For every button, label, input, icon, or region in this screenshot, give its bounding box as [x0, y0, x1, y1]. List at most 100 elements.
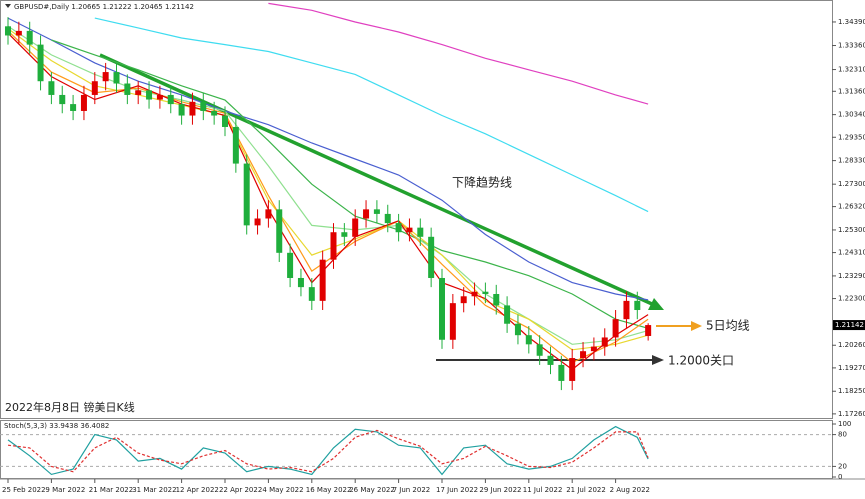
x-tick-label: 25 Feb 2022 [2, 486, 46, 494]
candle-body [319, 259, 326, 301]
x-tick-label: 22 Apr 2022 [219, 486, 262, 494]
x-tick-label: 4 May 2022 [262, 486, 303, 494]
y-tick-label: 1.29350 [838, 133, 865, 141]
y-tick-label: 1.24310 [838, 249, 865, 257]
candle-body [308, 287, 315, 301]
candle-body [124, 83, 131, 95]
x-tick-label: 7 Jun 2022 [393, 486, 431, 494]
x-tick-label: 2 Aug 2022 [610, 486, 650, 494]
candle-body [449, 303, 456, 340]
candle-body [254, 218, 261, 226]
candle-body [514, 323, 521, 336]
candle-body [395, 223, 402, 233]
y-tick-label: 1.26320 [838, 203, 865, 211]
candle-body [547, 355, 554, 365]
y-tick-label: 1.34390 [838, 18, 865, 26]
candle-body [590, 346, 597, 352]
candle-body [243, 163, 250, 226]
candle-body [352, 218, 359, 237]
candle-body [287, 252, 294, 278]
candle-body [612, 319, 619, 338]
indicator-line [268, 2, 649, 105]
x-tick-label: 31 Mar 2022 [132, 486, 176, 494]
price-marker [833, 320, 865, 331]
y-tick-label: 1.20260 [838, 341, 865, 349]
candle-body [645, 325, 652, 336]
x-tick-label: 21 Mar 2022 [89, 486, 133, 494]
y-tick-label: 1.19270 [838, 364, 865, 372]
candle-body [417, 227, 424, 237]
y-tick-label: 20 [838, 462, 847, 470]
candle-body [80, 94, 87, 111]
candle-body [558, 364, 565, 381]
y-tick-label: 1.31360 [838, 87, 865, 95]
chart-title: 2022年8月8日 镑美日K线 [5, 400, 135, 414]
candle-body [623, 300, 630, 320]
candle-body [601, 337, 608, 347]
candle-body [265, 209, 272, 219]
stoch-title: Stoch(5,3,3) 33.9438 36.4082 [4, 422, 109, 430]
candle-body [211, 110, 218, 116]
candle-body [634, 300, 641, 311]
indicator-line [7, 425, 649, 476]
y-tick-label: 1.28330 [838, 157, 865, 165]
y-tick-label: 1.25300 [838, 226, 865, 234]
y-tick-label: 1.27300 [838, 180, 865, 188]
y-tick-label: 0 [838, 473, 842, 481]
candle-body [135, 90, 142, 95]
x-tick-label: 9 Mar 2022 [45, 486, 85, 494]
indicator-line [7, 429, 649, 473]
candle-body [102, 72, 109, 82]
candle-body [59, 94, 66, 105]
y-tick-label: 1.30340 [838, 111, 865, 119]
candle-body [200, 101, 207, 111]
y-tick-label: 1.22300 [838, 295, 865, 303]
candle-body [91, 81, 98, 95]
candle-body [189, 101, 196, 116]
candle-body [471, 291, 478, 297]
y-tick-label: 1.23290 [838, 272, 865, 280]
candle-body [178, 104, 185, 116]
x-tick-label: 17 Jun 2022 [436, 486, 478, 494]
annotation: 1.2000关口 [668, 354, 734, 368]
candle-body [37, 44, 44, 82]
y-tick-label: 80 [838, 431, 847, 439]
candle-body [373, 209, 380, 214]
candle-body [536, 344, 543, 356]
candle-body [5, 26, 11, 36]
x-tick-label: 26 May 2022 [349, 486, 395, 494]
candle-body [113, 72, 120, 84]
candle-body [460, 296, 467, 304]
candle-body [222, 115, 228, 127]
candle-body [297, 277, 304, 288]
y-tick-label: 1.33360 [838, 42, 865, 50]
candle-body [276, 209, 283, 253]
candle-body [167, 94, 174, 105]
candle-body [525, 335, 532, 345]
arrow-head [648, 298, 664, 310]
arrow-head [691, 321, 702, 331]
x-tick-label: 12 Apr 2022 [176, 486, 219, 494]
indicator-line [94, 17, 649, 213]
y-tick-label: 1.32310 [838, 66, 865, 74]
candle-body [70, 104, 77, 111]
candle-body [580, 351, 587, 359]
candle-body [15, 30, 22, 36]
annotation: 下降趋势线 [452, 176, 512, 190]
candle-body [341, 232, 348, 237]
candle-body [406, 227, 413, 233]
y-tick-label: 1.17260 [838, 410, 865, 418]
candle-body [428, 236, 435, 278]
candle-body [232, 126, 239, 164]
x-tick-label: 16 May 2022 [306, 486, 352, 494]
x-tick-label: 11 Jul 2022 [523, 486, 563, 494]
symbol-info: GBPUSD#,Daily 1.20665 1.21222 1.20465 1.… [14, 3, 194, 11]
candle-body [384, 213, 391, 224]
y-tick-label: 100 [838, 420, 851, 428]
candle-body [482, 291, 489, 294]
candle-body [26, 30, 33, 45]
candle-body [569, 358, 576, 381]
symbol-icon [5, 4, 11, 8]
stoch-panel [0, 420, 833, 479]
